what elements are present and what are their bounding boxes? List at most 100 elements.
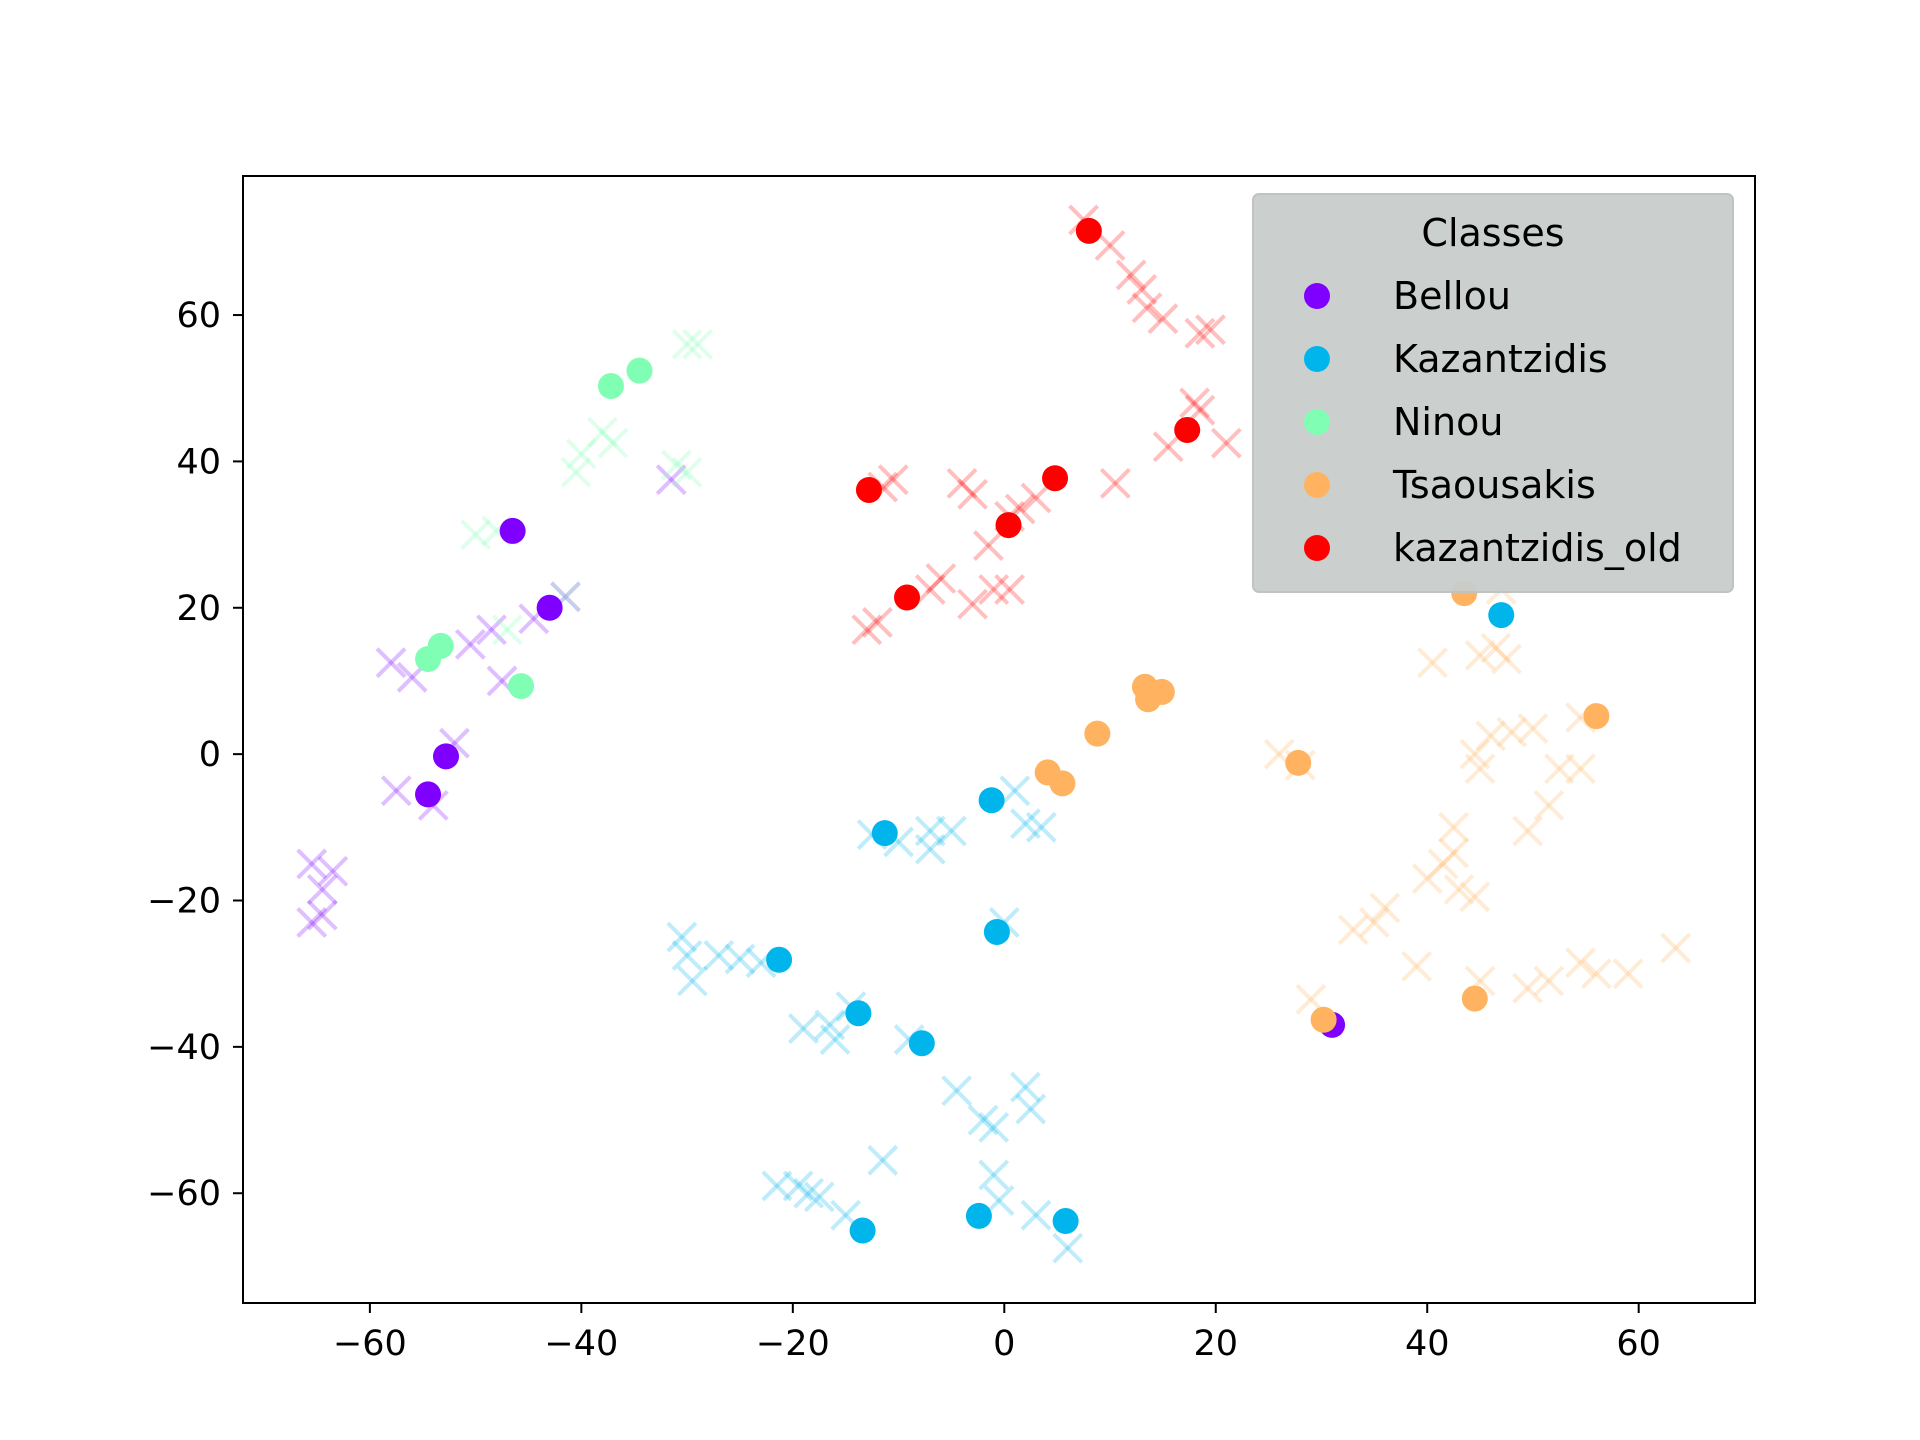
legend-marker xyxy=(1304,535,1330,561)
data-point xyxy=(1135,686,1162,713)
background-x-marker xyxy=(1401,950,1433,982)
background-x-marker xyxy=(1115,259,1147,291)
background-x-marker xyxy=(682,328,714,360)
background-x-marker xyxy=(306,899,338,931)
background-x-marker xyxy=(914,574,946,605)
background-x-marker xyxy=(787,1013,819,1044)
background-x-marker xyxy=(1411,863,1443,894)
legend-label: Ninou xyxy=(1393,400,1503,444)
background-x-marker xyxy=(1010,808,1041,840)
background-x-marker xyxy=(819,1024,851,1055)
background-x-marker xyxy=(877,464,909,496)
background-x-marker xyxy=(1438,811,1470,843)
background-x-marker xyxy=(1126,274,1158,305)
legend-marker xyxy=(1304,283,1330,309)
background-x-marker xyxy=(1512,972,1544,1004)
y-tick-label: −60 xyxy=(147,1174,221,1214)
background-x-marker xyxy=(375,647,407,679)
background-x-marker xyxy=(1475,720,1507,752)
background-x-marker xyxy=(782,1170,814,1202)
background-x-marker xyxy=(476,614,507,646)
background-x-marker xyxy=(1464,639,1496,671)
data-point xyxy=(1488,602,1515,629)
background-x-marker xyxy=(946,467,978,499)
data-point xyxy=(415,646,442,672)
legend-box xyxy=(1252,193,1734,593)
data-point xyxy=(855,476,882,503)
background-x-marker xyxy=(978,1159,1010,1191)
data-point xyxy=(965,1202,992,1229)
legend-label: Tsaousakis xyxy=(1392,463,1596,507)
background-x-marker xyxy=(978,574,1010,605)
background-x-marker xyxy=(957,588,988,620)
data-point xyxy=(845,1000,872,1027)
data-point xyxy=(978,787,1005,814)
background-x-marker xyxy=(655,464,687,496)
background-x-marker xyxy=(973,530,1004,561)
background-x-marker xyxy=(1496,716,1528,748)
background-x-marker xyxy=(936,815,967,847)
legend-label: kazantzidis_old xyxy=(1393,526,1682,570)
background-x-marker xyxy=(1025,811,1057,843)
data-point xyxy=(894,584,921,611)
background-x-marker xyxy=(1147,303,1179,335)
background-x-marker xyxy=(317,855,349,887)
background-x-marker xyxy=(1491,643,1522,675)
background-x-marker xyxy=(994,574,1025,605)
background-x-marker xyxy=(666,921,698,953)
background-x-marker xyxy=(957,478,988,510)
data-point xyxy=(908,1030,935,1057)
background-x-marker xyxy=(661,449,692,481)
background-x-marker xyxy=(296,907,328,938)
background-x-marker xyxy=(1210,427,1242,459)
y-tick-label: 0 xyxy=(199,735,221,775)
background-x-marker xyxy=(761,1170,793,1202)
background-x-marker xyxy=(1015,1093,1047,1125)
background-x-marker xyxy=(1565,753,1596,785)
background-x-marker xyxy=(814,1009,846,1041)
legend-label: Bellou xyxy=(1393,274,1511,318)
background-x-marker xyxy=(597,427,629,459)
data-point xyxy=(766,946,793,973)
data-point xyxy=(995,512,1022,539)
background-x-marker xyxy=(676,965,708,997)
background-x-marker xyxy=(1533,965,1565,997)
background-x-marker xyxy=(296,848,328,880)
background-x-marker xyxy=(1438,837,1470,869)
background-x-marker xyxy=(1443,874,1475,905)
data-point xyxy=(508,673,535,700)
data-point xyxy=(415,781,442,808)
data-point xyxy=(433,743,460,770)
legend-label: Kazantzidis xyxy=(1393,337,1608,381)
x-tick-label: 0 xyxy=(993,1324,1015,1364)
background-x-marker xyxy=(1580,958,1612,990)
data-point xyxy=(983,918,1010,945)
background-x-marker xyxy=(1480,632,1512,664)
data-point xyxy=(1049,770,1076,797)
background-x-marker xyxy=(1020,1199,1052,1231)
data-point xyxy=(1461,985,1488,1012)
background-x-marker xyxy=(793,1177,825,1209)
background-x-marker xyxy=(851,614,883,646)
background-x-marker xyxy=(803,1181,835,1213)
data-point xyxy=(849,1217,876,1244)
data-point xyxy=(1310,1006,1337,1033)
data-point xyxy=(1583,703,1610,730)
background-x-marker xyxy=(1020,482,1052,514)
background-x-marker xyxy=(703,939,735,971)
y-tick-label: 60 xyxy=(176,296,221,336)
background-x-marker xyxy=(861,606,893,638)
background-x-marker xyxy=(925,563,957,594)
data-point xyxy=(1285,749,1312,776)
background-x-marker xyxy=(1358,907,1390,938)
background-x-marker xyxy=(1543,753,1575,785)
y-tick-label: 40 xyxy=(176,442,221,482)
data-point xyxy=(499,517,526,544)
x-tick-label: 20 xyxy=(1193,1324,1238,1364)
background-x-marker xyxy=(1565,947,1596,979)
data-point xyxy=(1174,416,1201,443)
background-x-marker xyxy=(1517,713,1549,744)
legend: Classes Bellou Kazantzidis Ninou Tsaousakis k… xyxy=(1252,193,1734,593)
legend-title: Classes xyxy=(1421,211,1564,255)
